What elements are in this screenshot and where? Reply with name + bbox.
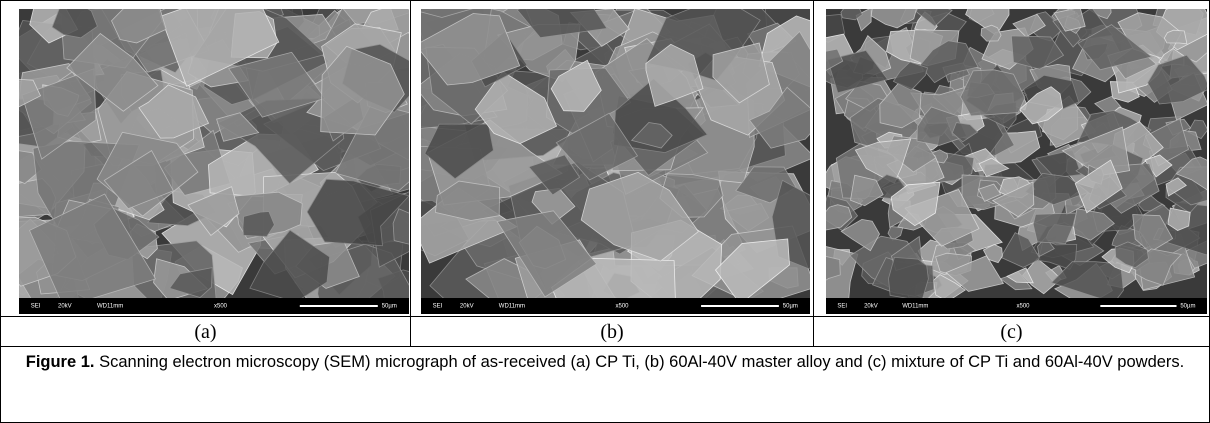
sem-micrograph: SEI 20kV WD11mm x500 50µm <box>421 9 810 314</box>
particle <box>1164 30 1187 44</box>
info-text: 50µm <box>382 304 397 310</box>
info-text: 50µm <box>1180 304 1195 310</box>
info-text: 20kV <box>58 304 72 310</box>
info-text: WD11mm <box>499 304 525 310</box>
info-text: 20kV <box>864 304 878 310</box>
particle <box>889 257 929 300</box>
info-text: 50µm <box>783 304 798 310</box>
caption: Figure 1. Scanning electron microscopy (… <box>1 346 1209 422</box>
info-text: x500 <box>214 304 228 310</box>
sem-micrograph: SEI 20kV WD11mm x500 50µm <box>826 9 1207 314</box>
caption-label: Figure 1. <box>26 353 95 371</box>
panel-label: (a) <box>1 316 411 346</box>
info-text: WD11mm <box>902 304 928 310</box>
sem-micrograph: SEI 20kV WD11mm x500 50µm <box>19 9 409 314</box>
info-text: x500 <box>1017 304 1031 310</box>
info-text: SEI <box>31 304 41 310</box>
info-text: WD11mm <box>97 304 123 310</box>
figure: (a) (b) (c) Figure 1. Scanning electron … <box>0 0 1210 423</box>
info-text: x500 <box>616 304 630 310</box>
info-text: SEI <box>837 304 847 310</box>
info-text: 20kV <box>460 304 474 310</box>
caption-text: Scanning electron microscopy (SEM) micro… <box>99 353 1184 371</box>
panel-label: (c) <box>814 316 1209 346</box>
info-text: SEI <box>433 304 443 310</box>
panel-label: (b) <box>411 316 814 346</box>
